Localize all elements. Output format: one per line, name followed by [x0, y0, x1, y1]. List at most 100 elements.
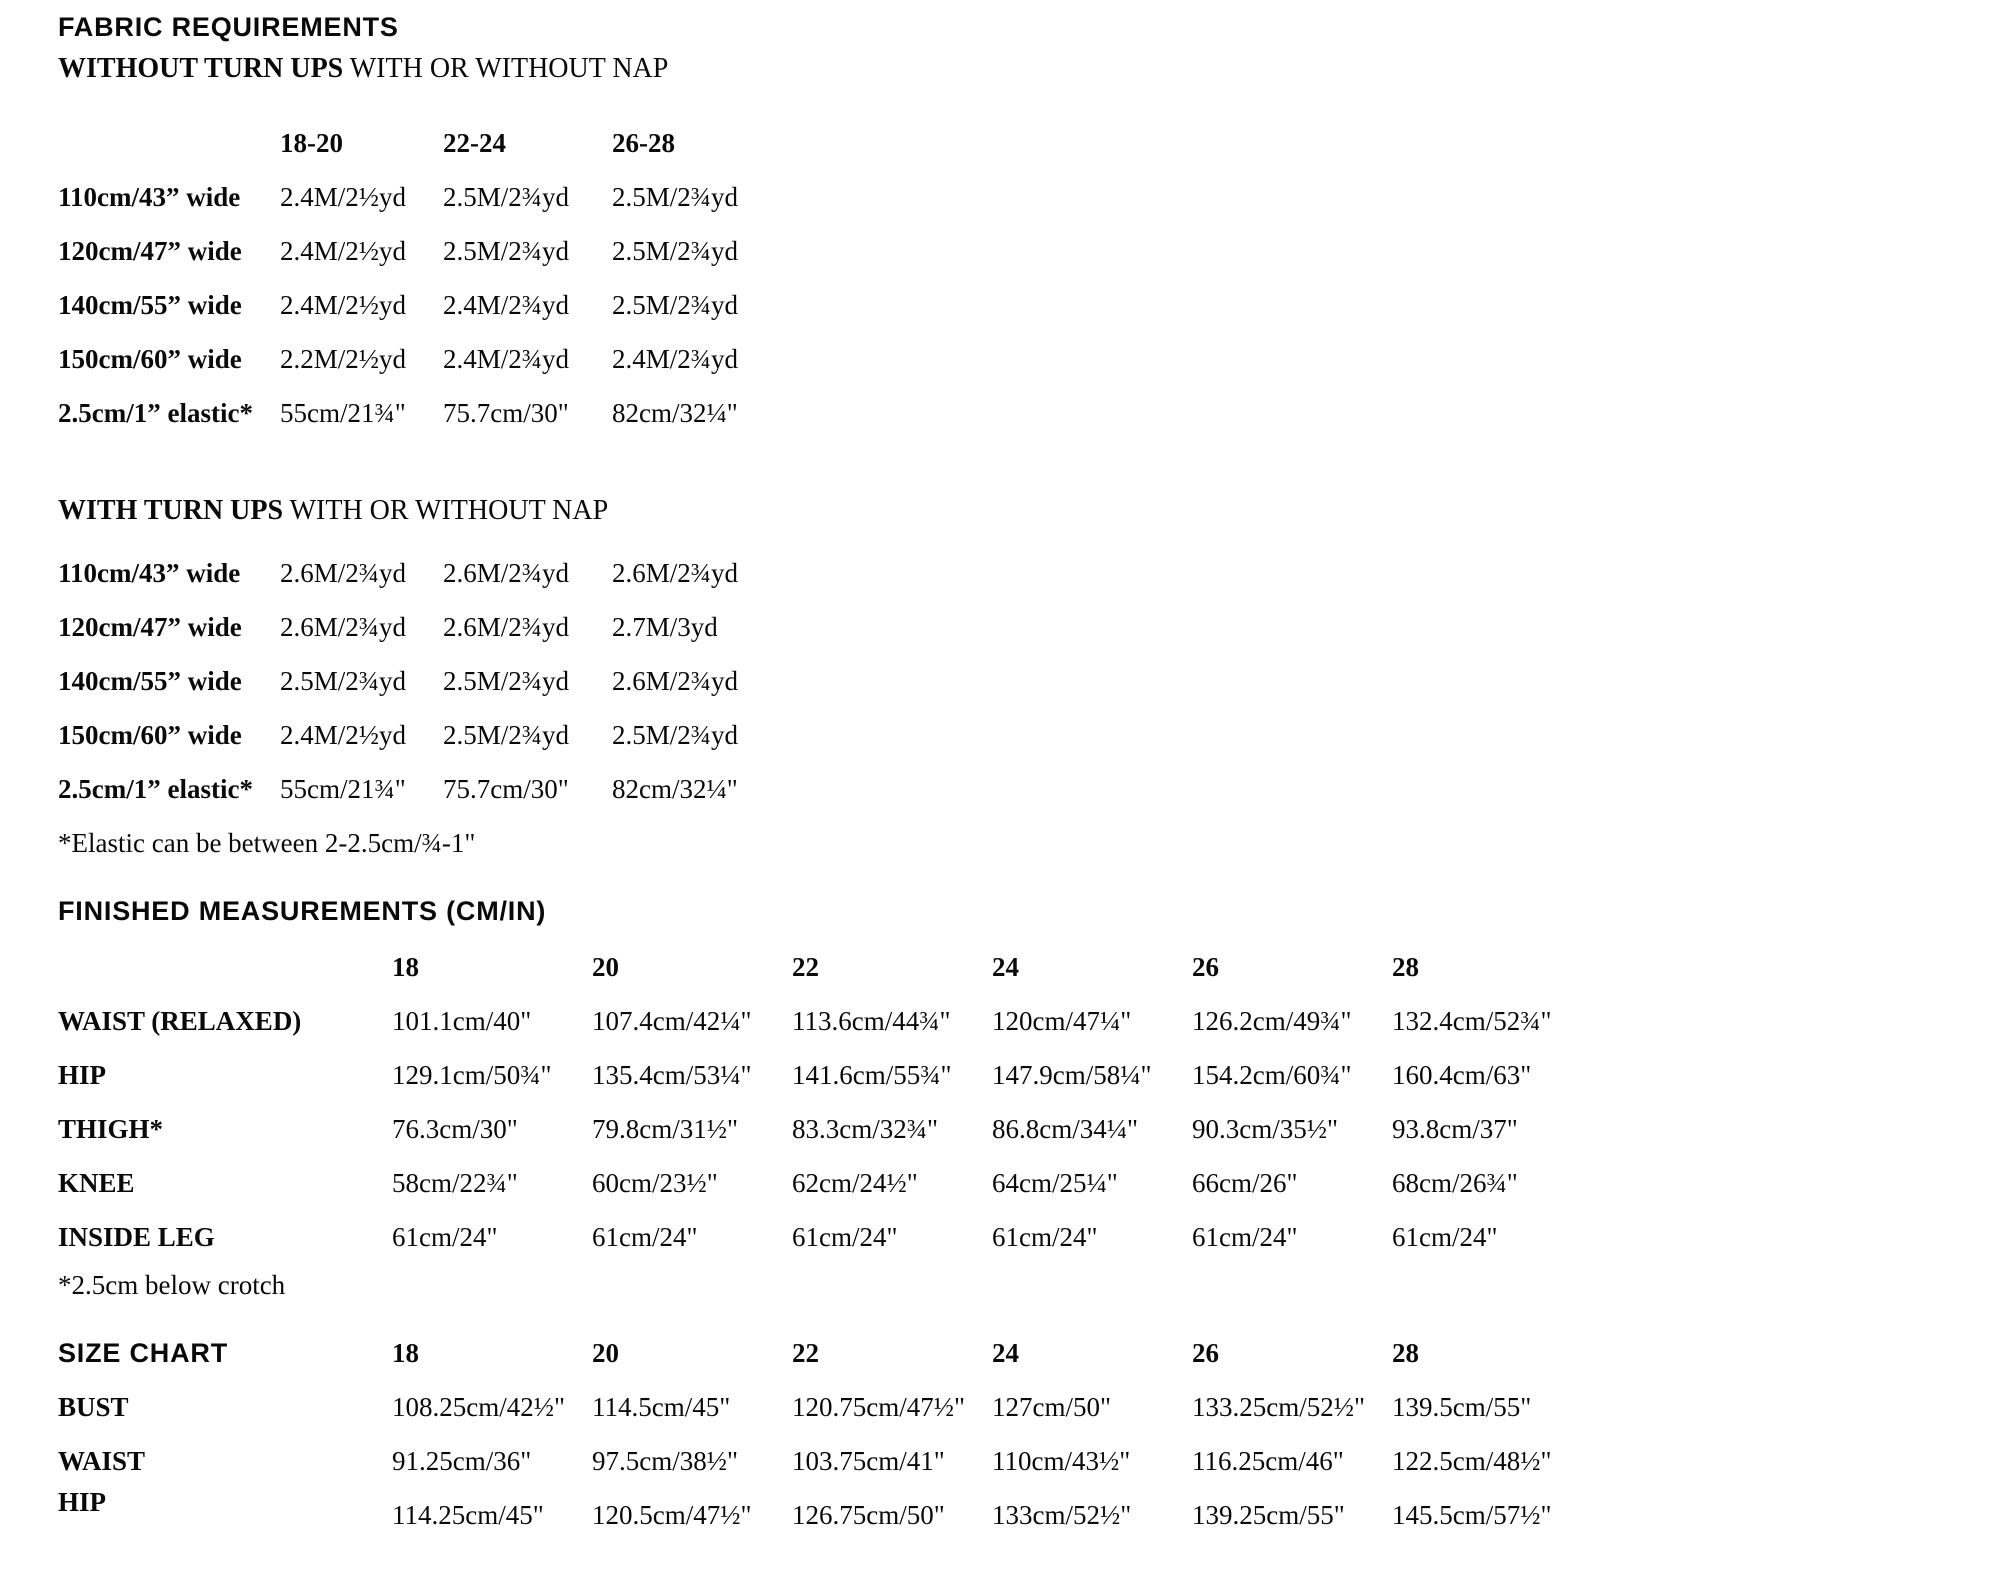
- fabric-table-without-turn-ups: 18-20 22-24 26-28 110cm/43” wide 2.4M/2½yd 2.…: [58, 116, 738, 440]
- cell-value: 2.5M/2¾yd: [443, 181, 570, 212]
- column-header: 28: [1392, 1337, 1419, 1368]
- cell-value: 133cm/52½": [992, 1499, 1132, 1530]
- cell-value: 61cm/24": [992, 1221, 1098, 1252]
- cell-value: 135.4cm/53¼": [592, 1059, 752, 1090]
- table-row: WAIST (RELAXED) 101.1cm/40" 107.4cm/42¼" 11…: [58, 994, 1552, 1048]
- cell-value: 2.6M/2¾yd: [612, 665, 739, 696]
- table-row: 2.5cm/1” elastic* 55cm/21¾" 75.7cm/30" 82cm…: [58, 762, 738, 816]
- column-header: 24: [992, 951, 1019, 982]
- table-row: 140cm/55” wide 2.4M/2½yd 2.4M/2¾yd 2.5M/2¾y…: [58, 278, 738, 332]
- cell-value: 76.3cm/30": [392, 1113, 518, 1144]
- row-label: 140cm/55” wide: [58, 665, 242, 696]
- cell-value: 120.75cm/47½": [792, 1391, 966, 1422]
- cell-value: 2.6M/2¾yd: [612, 557, 739, 588]
- cell-value: 120cm/47¼": [992, 1005, 1132, 1036]
- cell-value: 68cm/26¾": [1392, 1167, 1518, 1198]
- row-label: 150cm/60” wide: [58, 343, 242, 374]
- cell-value: 55cm/21¾": [280, 773, 406, 804]
- column-header: 26-28: [612, 127, 675, 158]
- cell-value: 90.3cm/35½": [1192, 1113, 1339, 1144]
- cell-value: 2.5M/2¾yd: [612, 235, 739, 266]
- cell-value: 2.4M/2¾yd: [443, 289, 570, 320]
- cell-value: 60cm/23½": [592, 1167, 718, 1198]
- row-label: HIP: [58, 1486, 107, 1517]
- cell-value: 154.2cm/60¾": [1192, 1059, 1352, 1090]
- cell-value: 93.8cm/37": [1392, 1113, 1518, 1144]
- cell-value: 103.75cm/41": [792, 1445, 945, 1476]
- table-header-row: 18 20 22 24 26 28: [58, 940, 1552, 994]
- cell-value: 160.4cm/63": [1392, 1059, 1532, 1090]
- cell-value: 61cm/24": [1392, 1221, 1498, 1252]
- column-header: 18: [392, 951, 419, 982]
- row-label: 110cm/43” wide: [58, 181, 241, 212]
- cell-value: 139.25cm/55": [1192, 1499, 1345, 1530]
- table-row: HIP 114.25cm/45" 120.5cm/47½" 126.75cm/50" 1…: [58, 1486, 1552, 1542]
- with-turn-ups-title-bold: WITH TURN UPS: [58, 495, 284, 526]
- cell-value: 2.5M/2¾yd: [443, 235, 570, 266]
- table-row: 2.5cm/1” elastic* 55cm/21¾" 75.7cm/30" 82cm…: [58, 386, 738, 440]
- column-header: 22-24: [443, 127, 506, 158]
- cell-value: 86.8cm/34¼": [992, 1113, 1139, 1144]
- column-header: 20: [592, 1337, 619, 1368]
- cell-value: 61cm/24": [792, 1221, 898, 1252]
- cell-value: 2.6M/2¾yd: [443, 557, 570, 588]
- cell-value: 97.5cm/38½": [592, 1445, 739, 1476]
- cell-value: 2.5M/2¾yd: [612, 719, 739, 750]
- table-row: 120cm/47” wide 2.6M/2¾yd 2.6M/2¾yd 2.7M/3yd: [58, 600, 738, 654]
- cell-value: 58cm/22¾": [392, 1167, 518, 1198]
- cell-value: 83.3cm/32¾": [792, 1113, 939, 1144]
- cell-value: 75.7cm/30": [443, 397, 569, 428]
- row-label: 120cm/47” wide: [58, 235, 242, 266]
- table-row: HIP 129.1cm/50¾" 135.4cm/53¼" 141.6cm/55¾" 1…: [58, 1048, 1552, 1102]
- thigh-footnote: *2.5cm below crotch: [58, 1270, 286, 1300]
- cell-value: 114.5cm/45": [592, 1391, 731, 1422]
- cell-value: 2.6M/2¾yd: [443, 611, 570, 642]
- cell-value: 133.25cm/52½": [1192, 1391, 1366, 1422]
- cell-value: 2.5M/2¾yd: [280, 665, 407, 696]
- with-turn-ups-title: WITH TURN UPS WITH OR WITHOUT NAP: [58, 494, 608, 528]
- cell-value: 2.4M/2½yd: [280, 181, 407, 212]
- table-row: THIGH* 76.3cm/30" 79.8cm/31½" 83.3cm/32¾" 86…: [58, 1102, 1552, 1156]
- cell-value: 113.6cm/44¾": [792, 1005, 951, 1036]
- row-label: 2.5cm/1” elastic*: [58, 773, 253, 804]
- cell-value: 2.5M/2¾yd: [612, 181, 739, 212]
- table-row: 140cm/55” wide 2.5M/2¾yd 2.5M/2¾yd 2.6M/2¾y…: [58, 654, 738, 708]
- cell-value: 141.6cm/55¾": [792, 1059, 952, 1090]
- row-label: THIGH*: [58, 1113, 164, 1144]
- cell-value: 2.6M/2¾yd: [280, 557, 407, 588]
- cell-value: 122.5cm/48½": [1392, 1445, 1552, 1476]
- cell-value: 139.5cm/55": [1392, 1391, 1532, 1422]
- row-label: 150cm/60” wide: [58, 719, 242, 750]
- size-chart-table: SIZE CHART 18 20 22 24 26 28 BUST 108.25cm/42½" 1…: [58, 1326, 1552, 1542]
- without-turn-ups-title-bold: WITHOUT TURN UPS: [58, 53, 344, 84]
- cell-value: 62cm/24½": [792, 1167, 918, 1198]
- cell-value: 2.5M/2¾yd: [443, 665, 570, 696]
- cell-value: 75.7cm/30": [443, 773, 569, 804]
- without-turn-ups-title: WITHOUT TURN UPS WITH OR WITHOUT NAP: [58, 52, 668, 86]
- table-row: 120cm/47” wide 2.4M/2½yd 2.5M/2¾yd 2.5M/2¾y…: [58, 224, 738, 278]
- column-header: 26: [1192, 951, 1219, 982]
- column-header: 28: [1392, 951, 1419, 982]
- row-label: 2.5cm/1” elastic*: [58, 397, 253, 428]
- cell-value: 147.9cm/58¼": [992, 1059, 1152, 1090]
- table-header-row: 18-20 22-24 26-28: [58, 116, 738, 170]
- cell-value: 91.25cm/36": [392, 1445, 532, 1476]
- cell-value: 126.75cm/50": [792, 1499, 945, 1530]
- column-header: 18-20: [280, 127, 343, 158]
- row-label: INSIDE LEG: [58, 1221, 215, 1252]
- cell-value: 108.25cm/42½": [392, 1391, 566, 1422]
- table-row: INSIDE LEG 61cm/24" 61cm/24" 61cm/24" 61cm/2…: [58, 1210, 1552, 1264]
- fabric-table-with-turn-ups: 110cm/43” wide 2.6M/2¾yd 2.6M/2¾yd 2.6M/2¾y…: [58, 546, 738, 816]
- cell-value: 129.1cm/50¾": [392, 1059, 552, 1090]
- column-header: 26: [1192, 1337, 1219, 1368]
- cell-value: 145.5cm/57½": [1392, 1499, 1552, 1530]
- elastic-footnote: *Elastic can be between 2-2.5cm/¾-1": [58, 828, 476, 858]
- table-row: 110cm/43” wide 2.6M/2¾yd 2.6M/2¾yd 2.6M/2¾y…: [58, 546, 738, 600]
- cell-value: 61cm/24": [1192, 1221, 1298, 1252]
- table-row: KNEE 58cm/22¾" 60cm/23½" 62cm/24½" 64cm/25¼"…: [58, 1156, 1552, 1210]
- row-label: 110cm/43” wide: [58, 557, 241, 588]
- table-row: 110cm/43” wide 2.4M/2½yd 2.5M/2¾yd 2.5M/2¾y…: [58, 170, 738, 224]
- cell-value: 2.7M/3yd: [612, 611, 718, 642]
- cell-value: 2.2M/2½yd: [280, 343, 407, 374]
- cell-value: 82cm/32¼": [612, 397, 738, 428]
